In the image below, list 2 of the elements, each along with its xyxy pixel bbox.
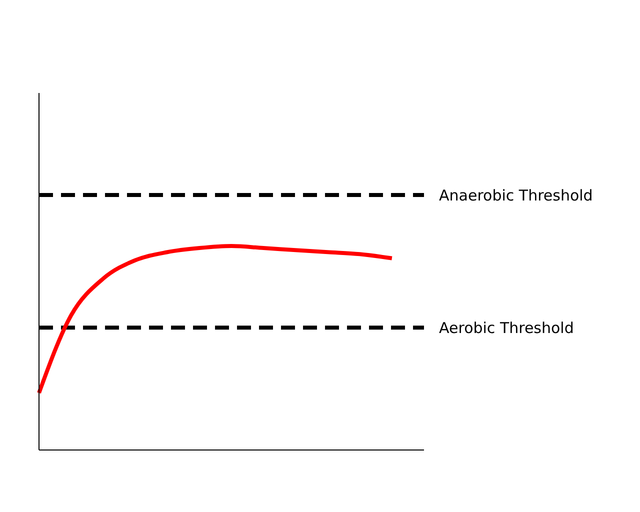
- ref-line-label: Anaerobic Threshold: [439, 186, 593, 204]
- ref-line-label: Aerobic Threshold: [439, 318, 574, 337]
